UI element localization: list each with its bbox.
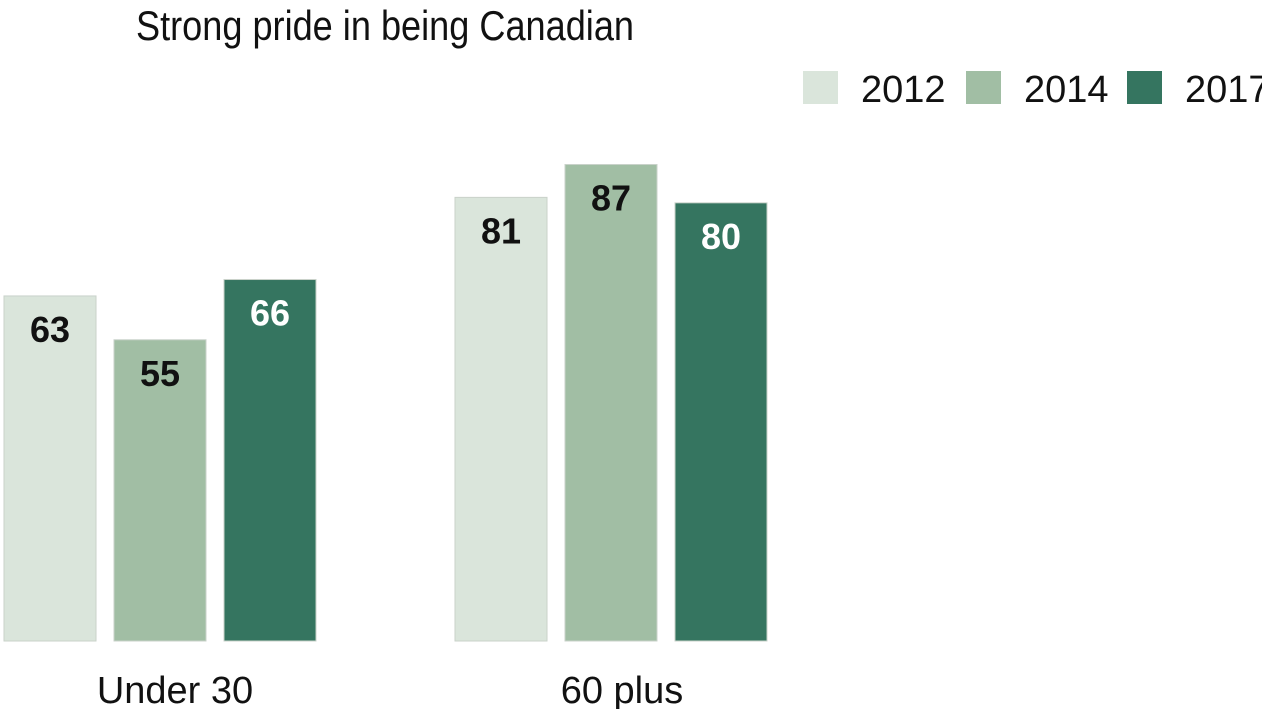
legend-label-2014: 2014	[1024, 69, 1109, 111]
legend-label-2017: 2017	[1185, 69, 1262, 111]
legend-label-2012: 2012	[861, 69, 946, 111]
legend-swatch-2014	[966, 71, 1001, 104]
legend-swatch-2017	[1127, 71, 1162, 104]
value-label-2017-under-30: 66	[250, 293, 290, 334]
bar-2012-60-plus	[454, 196, 548, 642]
value-label-2014-60-plus: 87	[591, 178, 631, 219]
value-labels-group: 63 55 66 81 87 80	[30, 178, 741, 394]
bar-2017-60-plus	[674, 202, 768, 642]
category-labels-group: Under 30 60 plus	[97, 670, 683, 709]
bars-group	[3, 164, 768, 642]
legend-item-2014: 2014	[966, 69, 1109, 111]
bar-2017-under-30	[223, 279, 317, 642]
value-label-2012-under-30: 63	[30, 309, 70, 350]
category-label-under-30: Under 30	[97, 670, 253, 709]
legend-item-2012: 2012	[803, 69, 946, 111]
bar-2014-under-30	[113, 339, 207, 642]
legend-item-2017: 2017	[1127, 69, 1262, 111]
value-label-2012-60-plus: 81	[481, 210, 521, 251]
bar-2014-60-plus	[564, 164, 658, 642]
value-label-2017-60-plus: 80	[701, 216, 741, 257]
category-label-60-plus: 60 plus	[561, 670, 684, 709]
legend-swatch-2012	[803, 71, 838, 104]
chart-title: Strong pride in being Canadian	[136, 2, 635, 49]
legend: 2012 2014 2017	[803, 69, 1262, 111]
bar-2012-under-30	[3, 295, 97, 642]
value-label-2014-under-30: 55	[140, 353, 180, 394]
